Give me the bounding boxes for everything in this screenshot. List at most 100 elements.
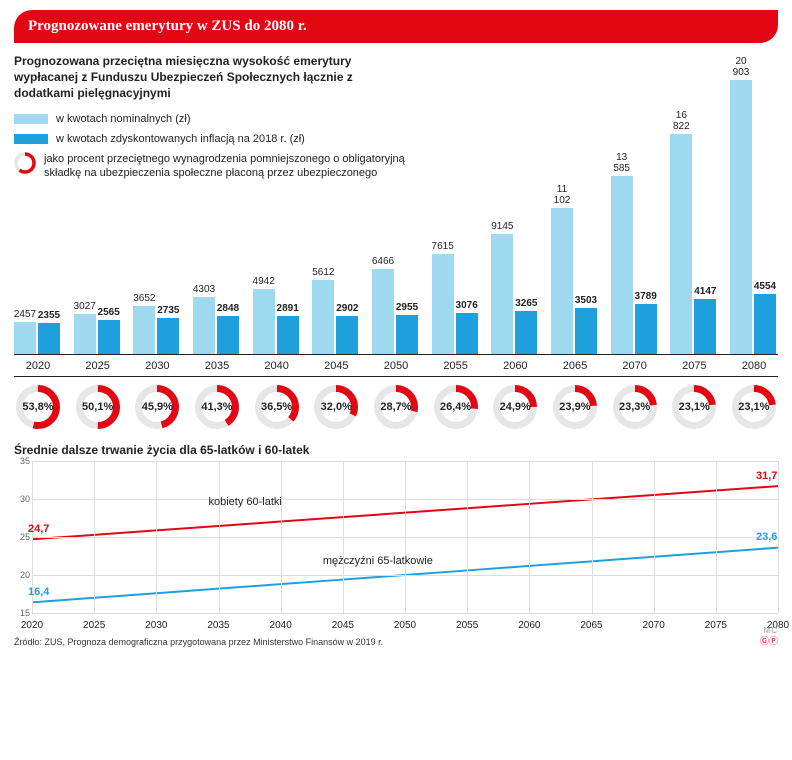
bar-nominal bbox=[14, 322, 36, 354]
year-label: 2030 bbox=[133, 360, 181, 372]
donut-percent: 53,8% bbox=[14, 383, 62, 431]
y-axis-label: 30 bbox=[14, 494, 30, 504]
bar-nominal bbox=[253, 289, 275, 354]
donut: 23,9% bbox=[551, 383, 599, 431]
donut: 26,4% bbox=[432, 383, 480, 431]
donut-percent: 23,9% bbox=[551, 383, 599, 431]
donut-percent: 26,4% bbox=[432, 383, 480, 431]
bar-value-nominal: 9145 bbox=[490, 221, 514, 232]
bar-discounted bbox=[694, 299, 716, 353]
donut-percent: 23,1% bbox=[730, 383, 778, 431]
bar-value-discounted: 2565 bbox=[97, 307, 121, 318]
x-axis-label: 2025 bbox=[83, 620, 105, 631]
x-axis-label: 2070 bbox=[643, 620, 665, 631]
bar-discounted bbox=[396, 315, 418, 354]
x-axis-label: 2050 bbox=[394, 620, 416, 631]
bar-value-nominal: 6466 bbox=[371, 256, 395, 267]
donut-percent: 36,5% bbox=[253, 383, 301, 431]
bar-value-nominal: 16 822 bbox=[669, 110, 693, 132]
bar-discounted bbox=[277, 316, 299, 354]
bar-nominal bbox=[74, 314, 96, 354]
line-chart: 1520253035 kobiety 60-latkimężczyźni 65-… bbox=[14, 461, 778, 631]
page-title: Prognozowane emerytury w ZUS do 2080 r. bbox=[14, 10, 778, 43]
y-axis-label: 15 bbox=[14, 608, 30, 618]
bar-nominal bbox=[670, 134, 692, 354]
x-axis-label: 2075 bbox=[705, 620, 727, 631]
year-label: 2045 bbox=[312, 360, 360, 372]
bar-value-nominal: 7615 bbox=[431, 241, 455, 252]
donut-percent: 41,3% bbox=[193, 383, 241, 431]
bar-discounted bbox=[575, 308, 597, 354]
line-annotation: mężczyźni 65-latkowie bbox=[323, 555, 433, 567]
donut-percent: 23,3% bbox=[611, 383, 659, 431]
donut: 50,1% bbox=[74, 383, 122, 431]
year-label: 2060 bbox=[491, 360, 539, 372]
bar-value-discounted: 3503 bbox=[574, 295, 598, 306]
bar-discounted bbox=[635, 304, 657, 354]
bar-nominal bbox=[611, 176, 633, 354]
y-axis-label: 35 bbox=[14, 456, 30, 466]
bar-value-discounted: 4147 bbox=[693, 286, 717, 297]
donut: 32,0% bbox=[312, 383, 360, 431]
x-axis-label: 2020 bbox=[21, 620, 43, 631]
year-label: 2080 bbox=[730, 360, 778, 372]
year-label: 2020 bbox=[14, 360, 62, 372]
bar-chart: 2457235530272565365227354303284849422891… bbox=[14, 67, 778, 377]
bar-discounted bbox=[456, 313, 478, 353]
line-annotation: 31,7 bbox=[756, 470, 777, 482]
bar-value-discounted: 3789 bbox=[634, 291, 658, 302]
year-label: 2075 bbox=[670, 360, 718, 372]
line-annotation: 16,4 bbox=[28, 586, 49, 598]
x-axis-label: 2055 bbox=[456, 620, 478, 631]
bar-value-discounted: 4554 bbox=[753, 281, 777, 292]
bar-nominal bbox=[491, 234, 513, 354]
donut-percent: 45,9% bbox=[133, 383, 181, 431]
bar-nominal bbox=[372, 269, 394, 354]
donut-row: 53,8% 50,1% 45,9% 41,3% 36,5% 32,0% 28,7… bbox=[14, 377, 778, 441]
bar-nominal bbox=[432, 254, 454, 354]
bar-value-discounted: 2848 bbox=[216, 303, 240, 314]
x-axis-label: 2040 bbox=[270, 620, 292, 631]
donut: 28,7% bbox=[372, 383, 420, 431]
donut: 23,1% bbox=[730, 383, 778, 431]
bar-value-nominal: 5612 bbox=[311, 267, 335, 278]
bar-discounted bbox=[336, 316, 358, 354]
bar-discounted bbox=[98, 320, 120, 354]
bar-nominal bbox=[551, 208, 573, 353]
donut: 41,3% bbox=[193, 383, 241, 431]
bar-value-discounted: 2355 bbox=[37, 310, 61, 321]
x-axis-label: 2030 bbox=[145, 620, 167, 631]
donut-percent: 32,0% bbox=[312, 383, 360, 431]
bar-discounted bbox=[754, 294, 776, 354]
donut: 24,9% bbox=[491, 383, 539, 431]
donut-percent: 50,1% bbox=[74, 383, 122, 431]
bar-value-discounted: 2891 bbox=[276, 303, 300, 314]
line-chart-title: Średnie dalsze trwanie życia dla 65-latk… bbox=[14, 443, 778, 457]
bar-value-discounted: 2955 bbox=[395, 302, 419, 313]
line-annotation: kobiety 60-latki bbox=[209, 496, 282, 508]
donut: 36,5% bbox=[253, 383, 301, 431]
x-axis-label: 2065 bbox=[580, 620, 602, 631]
bar-value-nominal: 11 102 bbox=[550, 184, 574, 206]
bar-value-nominal: 2457 bbox=[13, 309, 37, 320]
bar-value-discounted: 2902 bbox=[335, 303, 359, 314]
bar-value-nominal: 20 903 bbox=[729, 56, 753, 78]
year-label: 2065 bbox=[551, 360, 599, 372]
bar-value-nominal: 3027 bbox=[73, 301, 97, 312]
year-label: 2040 bbox=[253, 360, 301, 372]
bar-value-discounted: 3265 bbox=[514, 298, 538, 309]
donut-percent: 24,9% bbox=[491, 383, 539, 431]
year-label: 2070 bbox=[611, 360, 659, 372]
donut: 45,9% bbox=[133, 383, 181, 431]
footer-badge: ⒼⓅ bbox=[760, 634, 778, 647]
bar-value-nominal: 3652 bbox=[132, 293, 156, 304]
year-label: 2025 bbox=[74, 360, 122, 372]
donut: 23,1% bbox=[670, 383, 718, 431]
x-axis-label: 2045 bbox=[332, 620, 354, 631]
bar-discounted bbox=[515, 311, 537, 354]
bar-value-nominal: 4303 bbox=[192, 284, 216, 295]
bar-nominal bbox=[193, 297, 215, 353]
donut-percent: 23,1% bbox=[670, 383, 718, 431]
source-text: Źródło: ZUS, Prognoza demograficzna przy… bbox=[14, 637, 778, 647]
bar-value-nominal: 13 585 bbox=[610, 152, 634, 174]
